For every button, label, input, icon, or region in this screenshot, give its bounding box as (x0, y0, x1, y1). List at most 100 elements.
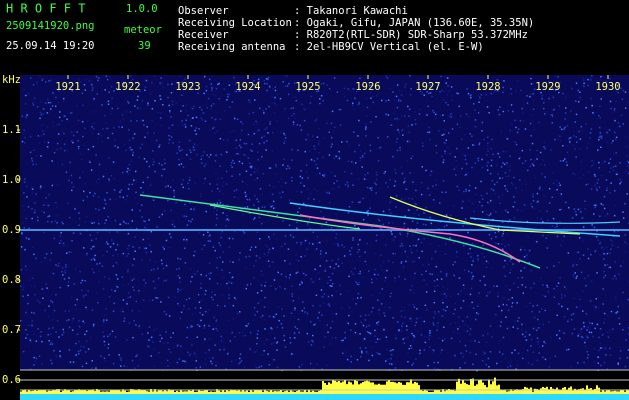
noise-dot (163, 310, 166, 313)
noise-dot (97, 133, 100, 135)
noise-dot (359, 150, 362, 152)
noise-dot (615, 277, 617, 280)
noise-dot (435, 152, 438, 154)
noise-dot (41, 78, 44, 80)
noise-dot (575, 113, 578, 116)
noise-dot (441, 134, 443, 136)
noise-dot (80, 282, 82, 284)
noise-dot (556, 314, 558, 316)
noise-dot (456, 185, 458, 188)
noise-dot (61, 163, 64, 166)
noise-dot (502, 86, 504, 89)
noise-dot (90, 248, 92, 250)
noise-dot (31, 192, 34, 194)
noise-dot (76, 333, 79, 335)
noise-dot (532, 108, 535, 110)
noise-dot (186, 326, 188, 329)
noise-dot (427, 92, 430, 95)
noise-dot (372, 101, 374, 104)
noise-dot (69, 161, 71, 164)
noise-dot (170, 236, 172, 239)
noise-dot (394, 118, 396, 120)
noise-dot (544, 295, 547, 298)
noise-dot (619, 357, 621, 360)
noise-dot (147, 102, 149, 104)
amplitude-bar (162, 391, 164, 394)
noise-dot (599, 132, 601, 134)
noise-dot (627, 298, 629, 301)
noise-dot (521, 333, 524, 336)
noise-dot (563, 227, 565, 229)
noise-dot (63, 244, 66, 247)
noise-dot (53, 151, 56, 154)
noise-dot (183, 305, 185, 307)
noise-dot (270, 205, 272, 208)
noise-dot (276, 349, 278, 351)
noise-dot (532, 200, 535, 202)
amplitude-bar (306, 391, 308, 394)
noise-dot (299, 124, 301, 127)
noise-dot (535, 329, 538, 331)
noise-dot (349, 253, 352, 256)
amplitude-bar (568, 387, 570, 394)
noise-dot (565, 201, 567, 204)
noise-dot (43, 133, 45, 135)
noise-dot (486, 291, 489, 294)
noise-dot (477, 258, 479, 260)
noise-dot (390, 357, 392, 360)
amplitude-bar (166, 391, 168, 394)
noise-dot (233, 190, 236, 192)
noise-dot (403, 181, 405, 184)
noise-dot (120, 189, 123, 191)
noise-dot (150, 269, 153, 271)
noise-dot (617, 305, 619, 308)
noise-dot (492, 189, 495, 192)
noise-dot (179, 258, 182, 260)
amplitude-bar (132, 389, 134, 394)
noise-dot (427, 187, 429, 190)
noise-dot (51, 184, 54, 187)
noise-dot (243, 366, 246, 368)
noise-dot (416, 243, 418, 245)
noise-dot (359, 333, 361, 335)
noise-dot (57, 215, 59, 217)
noise-dot (487, 332, 489, 335)
noise-dot (168, 127, 170, 129)
noise-dot (365, 351, 368, 353)
noise-dot (543, 296, 546, 298)
amplitude-bar (210, 391, 212, 394)
noise-dot (413, 336, 416, 338)
noise-dot (606, 264, 609, 266)
noise-dot (334, 126, 336, 128)
noise-dot (497, 173, 499, 175)
noise-dot (449, 295, 452, 297)
noise-dot (283, 142, 285, 145)
noise-dot (32, 84, 35, 86)
noise-dot (414, 111, 416, 113)
noise-dot (435, 179, 438, 181)
noise-dot (625, 339, 627, 341)
noise-dot (376, 234, 378, 236)
noise-dot (501, 194, 504, 196)
noise-dot (214, 132, 217, 135)
noise-dot (215, 87, 218, 90)
noise-dot (323, 175, 325, 178)
noise-dot (230, 277, 233, 279)
noise-dot (470, 256, 472, 258)
noise-dot (226, 282, 228, 285)
noise-dot (374, 84, 377, 87)
noise-dot (92, 145, 95, 148)
noise-dot (220, 236, 222, 239)
noise-dot (588, 328, 591, 331)
noise-dot (143, 279, 145, 281)
amplitude-bar (512, 390, 514, 394)
amplitude-bar (562, 387, 564, 394)
amplitude-bar (530, 387, 532, 394)
noise-dot (433, 324, 435, 326)
noise-dot (465, 188, 467, 191)
noise-dot (315, 90, 318, 93)
noise-dot (368, 324, 370, 327)
noise-dot (412, 244, 415, 247)
noise-dot (169, 111, 171, 113)
noise-dot (310, 278, 312, 280)
